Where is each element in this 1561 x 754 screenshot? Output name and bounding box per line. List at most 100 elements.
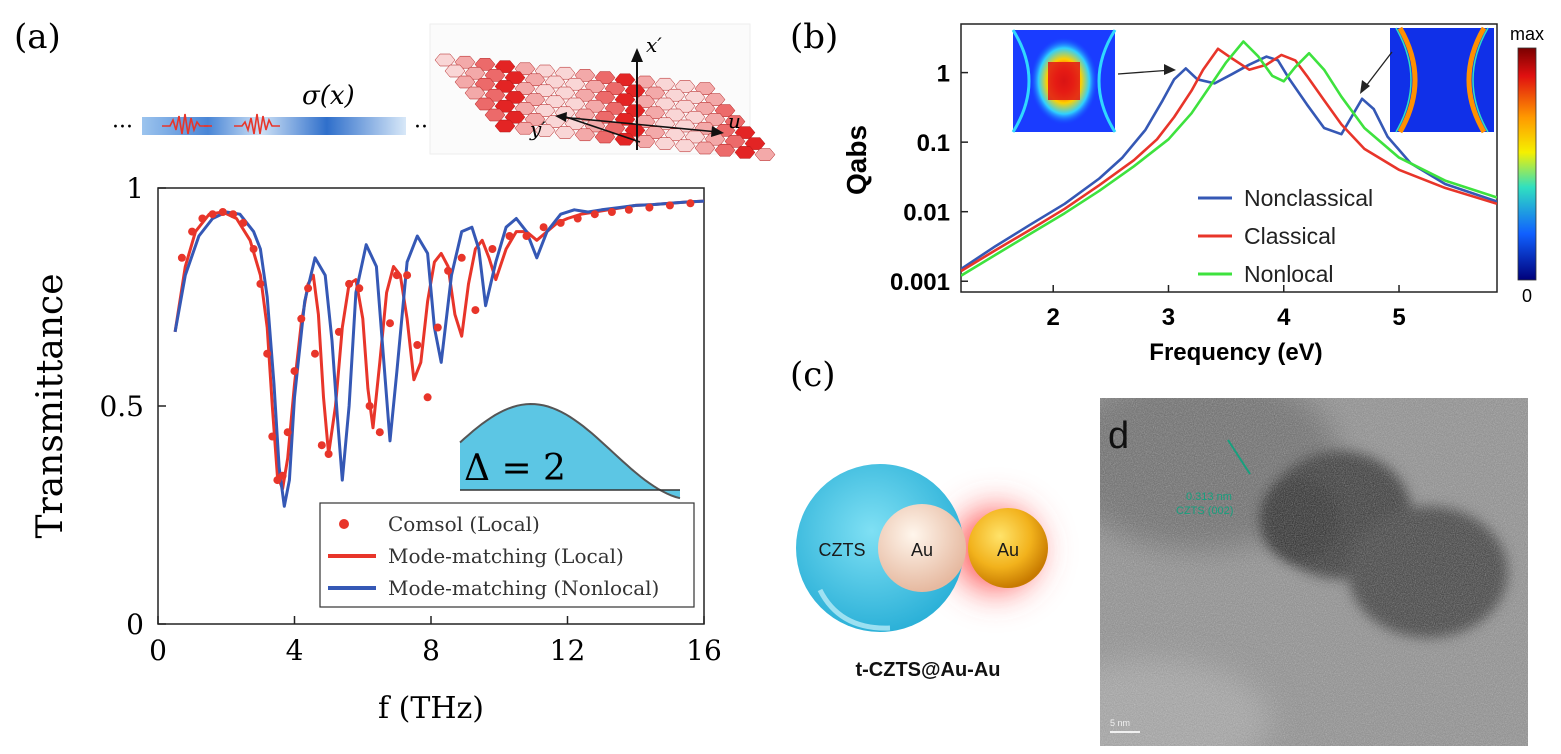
legend-entry: Mode-matching (Nonlocal) xyxy=(388,576,659,600)
comsol-marker xyxy=(355,284,364,293)
comsol-marker xyxy=(686,199,695,208)
x-tick-label: 0 xyxy=(149,634,167,667)
chart-b-axes: 2 3 4 5 0.001 0.01 0.1 1 Frequency (eV) Qabs xyxy=(841,61,1406,366)
x-tick-label: 4 xyxy=(286,634,304,667)
series-line-0 xyxy=(961,55,1497,271)
comsol-marker xyxy=(607,208,616,216)
comsol-marker xyxy=(488,245,497,253)
legend-entry: Nonlocal xyxy=(1244,261,1334,287)
absorption-chart: 2 3 4 5 0.001 0.01 0.1 1 Frequency (eV) Qabs Nonc… xyxy=(841,23,1544,366)
colorbar: max 0 xyxy=(1510,24,1544,306)
czts-highlight xyxy=(817,588,891,631)
comsol-marker xyxy=(665,201,674,210)
field-map-right-arc-right xyxy=(1466,26,1487,134)
axis-u-line xyxy=(559,116,719,133)
czts-label: CZTS xyxy=(819,540,866,560)
lattice-cell xyxy=(454,75,476,89)
comsol-marker xyxy=(539,223,548,232)
lattice-cell xyxy=(654,137,676,150)
comsol-marker xyxy=(392,271,401,280)
comsol-marker xyxy=(263,349,272,358)
legend-entry: Classical xyxy=(1244,223,1336,249)
core-shell-schematic: CZTS Au Au t-CZTS@Au-Au xyxy=(796,464,1054,681)
crystal-plane-label: CZTS (002) xyxy=(1176,505,1233,517)
x-tick-label: 3 xyxy=(1162,304,1175,331)
colorbar-min-label: 0 xyxy=(1522,286,1532,306)
y-tick-label: 0.1 xyxy=(917,130,950,157)
lattice-cell xyxy=(534,124,556,137)
lattice-cell xyxy=(614,132,636,146)
inset-left-pointer xyxy=(1117,69,1173,75)
x-tick-label: 12 xyxy=(550,634,586,667)
comsol-marker xyxy=(229,210,238,219)
series-line-1 xyxy=(173,199,704,491)
y-tick-label: 1 xyxy=(126,172,144,205)
comsol-marker xyxy=(177,253,186,262)
comsol-marker xyxy=(403,271,412,280)
au-core xyxy=(878,504,966,592)
x-tick-label: 2 xyxy=(1047,304,1060,331)
comsol-marker xyxy=(317,441,326,450)
chart-b-frame xyxy=(960,23,1498,293)
legend-entry: Mode-matching (Local) xyxy=(388,544,624,568)
y-tick-label: 0.001 xyxy=(890,269,950,296)
legend-entry: Nonclassical xyxy=(1244,185,1373,211)
au-sphere xyxy=(968,508,1048,588)
y-tick-label: 0.01 xyxy=(903,200,950,227)
panel-label-c: (c) xyxy=(790,355,836,395)
inset-right-pointer xyxy=(1365,51,1393,87)
panel-label-b: (b) xyxy=(790,17,838,57)
x-tick-label: 16 xyxy=(686,634,722,667)
comsol-marker xyxy=(365,402,374,410)
comsol-marker xyxy=(573,214,582,223)
field-map-inset-left xyxy=(1011,29,1117,133)
comsol-marker xyxy=(311,349,319,358)
comsol-marker xyxy=(249,245,258,253)
y-tick-label: 0.5 xyxy=(99,390,144,423)
comsol-marker xyxy=(345,279,354,288)
au-core-label: Au xyxy=(911,540,933,560)
axis-y-prime-line xyxy=(565,116,641,143)
axis-y-prime-arrowhead xyxy=(555,112,567,122)
comsol-marker xyxy=(645,203,654,212)
series-line-1 xyxy=(961,47,1497,273)
lattice-cell xyxy=(494,119,516,133)
lattice-cell xyxy=(554,126,576,139)
transmittance-chart: Δ = 2 0 4 8 12 16 0 0.5 1 f (THz) Transmittance C… xyxy=(30,172,722,726)
x-tick-label: 5 xyxy=(1392,304,1405,331)
series-line-2 xyxy=(173,199,704,508)
field-map-right-arc-left-edge xyxy=(1395,27,1412,133)
chart-a-legend: Comsol (Local) Mode-matching (Local) Mode-… xyxy=(319,502,695,608)
inset-fill xyxy=(460,404,680,499)
lattice-cell xyxy=(674,139,696,153)
inset-profile xyxy=(459,402,681,500)
sigma-schematic: ··· ··· σ(x) xyxy=(112,81,435,140)
comsol-marker xyxy=(624,205,633,214)
lattice-cell xyxy=(444,64,466,78)
schematic-caption: t-CZTS@Au-Au xyxy=(855,659,1000,681)
lattice-cell xyxy=(714,143,736,157)
comsol-marker xyxy=(304,284,313,293)
chart-b-series xyxy=(961,40,1497,277)
comsol-marker xyxy=(375,428,384,437)
comsol-marker xyxy=(590,210,599,219)
lattice-cell xyxy=(434,53,456,67)
y-axis-label: Qabs xyxy=(841,125,872,195)
x-tick-label: 8 xyxy=(422,634,440,667)
comsol-marker xyxy=(444,266,453,275)
d-spacing-label: 0.313 nm xyxy=(1186,491,1232,503)
chart-b-legend: Nonclassical Classical Nonlocal xyxy=(1198,185,1373,287)
comsol-marker xyxy=(278,471,287,480)
panel-label-a: (a) xyxy=(14,17,61,57)
comsol-marker xyxy=(522,232,531,240)
y-axis-label: Transmittance xyxy=(30,273,71,538)
tem-noise xyxy=(1100,398,1528,746)
axis-x-prime-arrowhead xyxy=(631,48,643,62)
ellipsis-left: ··· xyxy=(112,115,133,140)
y-tick-label: 1 xyxy=(937,61,950,88)
wave-packet-left xyxy=(162,113,208,135)
field-map-right-arc-right-edge xyxy=(1472,27,1489,133)
lattice-cell xyxy=(734,146,756,159)
inset-right-pointer-head xyxy=(1360,80,1370,94)
